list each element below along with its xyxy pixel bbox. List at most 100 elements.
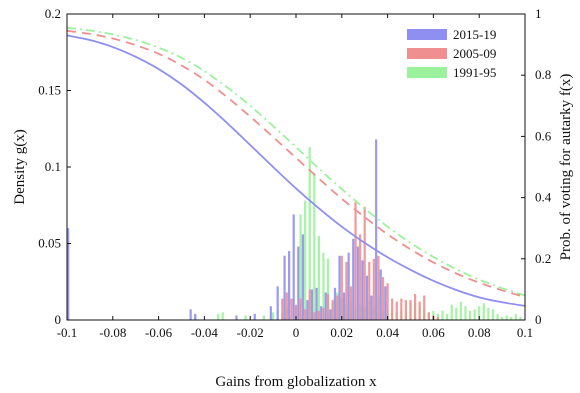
bar-2005-09-32: [423, 295, 426, 320]
bar-1991-95-56: [505, 315, 508, 320]
bar-1991-95-53: [491, 309, 495, 320]
bar-2005-09-3: [290, 298, 293, 320]
legend-label-2015-19: 2015-19: [453, 27, 496, 42]
bar-2015-19-1: [189, 309, 192, 320]
bar-2005-09-10: [322, 307, 325, 320]
y-right-tick-label: 0.4: [535, 190, 552, 205]
bar-2005-09-12: [331, 300, 334, 320]
bar-2015-19-24: [361, 260, 364, 320]
bar-2005-09-21: [372, 258, 375, 320]
bar-2005-09-29: [409, 300, 412, 320]
legend-swatch-2005-09: [407, 48, 447, 59]
bar-2005-09-1: [281, 298, 284, 320]
bar-2005-09-19: [363, 206, 366, 320]
bar-2005-09-4: [294, 304, 298, 320]
bar-2015-19-19: [338, 255, 341, 320]
curve-1991-95: [66, 26, 526, 297]
left-y-axis-title: Density g(x): [12, 129, 28, 204]
bar-2005-09-28: [404, 300, 408, 320]
bar-2015-19-17: [329, 309, 332, 320]
y-right-tick-label: 0.8: [535, 67, 551, 82]
x-tick-label: -0.1: [57, 325, 78, 340]
y-right-tick-label: 1: [535, 6, 542, 21]
bar-2015-19-22: [352, 238, 355, 320]
y-left-tick-label: 0: [55, 312, 62, 327]
bar-2005-09-2: [285, 292, 288, 320]
bar-1991-95-2: [217, 313, 220, 320]
bar-2015-19-10: [297, 246, 300, 320]
bar-2015-19-9: [292, 214, 295, 320]
right-y-axis-title: Prob. of voting for autarky f(x): [558, 74, 574, 261]
bar-2015-19-6: [276, 286, 279, 320]
bar-1991-95-17: [326, 258, 330, 320]
y-left-tick-label: 0.1: [45, 159, 61, 174]
bar-2005-09-26: [395, 301, 398, 320]
bar-2015-19-28: [379, 269, 382, 320]
bar-2015-19-4: [253, 313, 256, 320]
bar-2005-09-11: [326, 293, 330, 320]
legend-label-1991-95: 1991-95: [453, 65, 496, 80]
bar-2015-19-2: [194, 313, 197, 320]
x-tick-label: 0: [293, 325, 300, 340]
bar-2015-19-21: [347, 252, 350, 320]
bar-2015-19-12: [306, 300, 309, 320]
bar-2005-09-6: [304, 309, 307, 320]
bar-2005-09-18: [359, 234, 362, 320]
histogram-bars: [67, 139, 522, 320]
legend-label-2005-09: 2005-09: [453, 46, 496, 61]
left-y-axis-ticks: 0 0.05 0.1 0.15 0.2: [38, 6, 71, 327]
y-right-tick-label: 0.2: [535, 251, 551, 266]
bar-2015-19-16: [324, 292, 327, 320]
bar-2015-19-18: [333, 287, 337, 320]
bar-1991-95-58: [514, 313, 517, 320]
y-right-tick-label: 0.6: [535, 128, 552, 143]
bar-2015-19-27: [375, 139, 378, 320]
x-tick-label: 0.08: [468, 325, 491, 340]
bar-2015-19-25: [365, 275, 369, 320]
bar-2015-19-13: [310, 289, 314, 320]
bar-2015-19-23: [356, 246, 359, 320]
bar-1991-95-12: [304, 200, 307, 320]
bar-1991-95-45: [455, 307, 458, 320]
x-tick-label: -0.08: [99, 325, 126, 340]
bar-1991-95-57: [510, 316, 513, 320]
probability-curves: [66, 26, 526, 307]
bar-2015-19-11: [301, 234, 304, 320]
bar-2015-19-26: [370, 295, 373, 320]
legend-swatch-1991-95: [407, 67, 447, 78]
bar-2015-19-8: [288, 251, 291, 320]
bar-1991-95-5: [262, 315, 266, 320]
bar-1991-95-3: [221, 312, 224, 320]
bar-1991-95-14: [313, 173, 316, 320]
bar-2005-09-22: [377, 255, 380, 320]
bar-2015-19-7: [283, 255, 286, 320]
bar-2005-09-31: [418, 301, 421, 320]
bar-2015-19-29: [384, 286, 387, 320]
bar-1991-95-44: [450, 304, 453, 320]
y-right-tick-label: 0: [535, 312, 542, 327]
bar-1991-95-48: [468, 310, 472, 320]
x-tick-label: 0.06: [422, 325, 445, 340]
bar-2005-09-25: [391, 298, 394, 320]
x-tick-label: -0.02: [237, 325, 264, 340]
y-left-tick-label: 0.2: [45, 6, 61, 21]
y-left-tick-label: 0.15: [38, 83, 61, 98]
bar-1991-95-4: [244, 315, 247, 320]
bar-2015-19-15: [320, 306, 323, 320]
bar-1991-95-43: [446, 313, 449, 320]
bar-2005-09-14: [340, 255, 343, 320]
bar-2005-09-13: [336, 295, 339, 320]
bar-2005-09-30: [413, 293, 417, 320]
bar-2005-09-35: [436, 316, 440, 320]
bar-1991-95-46: [459, 301, 462, 320]
bar-1991-95-6: [272, 312, 275, 320]
curve-2005-09: [66, 29, 526, 298]
bar-2005-09-27: [400, 298, 403, 320]
bar-1991-95-49: [473, 309, 476, 320]
bar-2015-19-5: [269, 306, 272, 320]
bar-2005-09-17: [354, 202, 357, 320]
bar-1991-95-47: [464, 306, 467, 320]
x-tick-label: 0.04: [376, 325, 399, 340]
bar-2005-09-16: [349, 286, 353, 320]
